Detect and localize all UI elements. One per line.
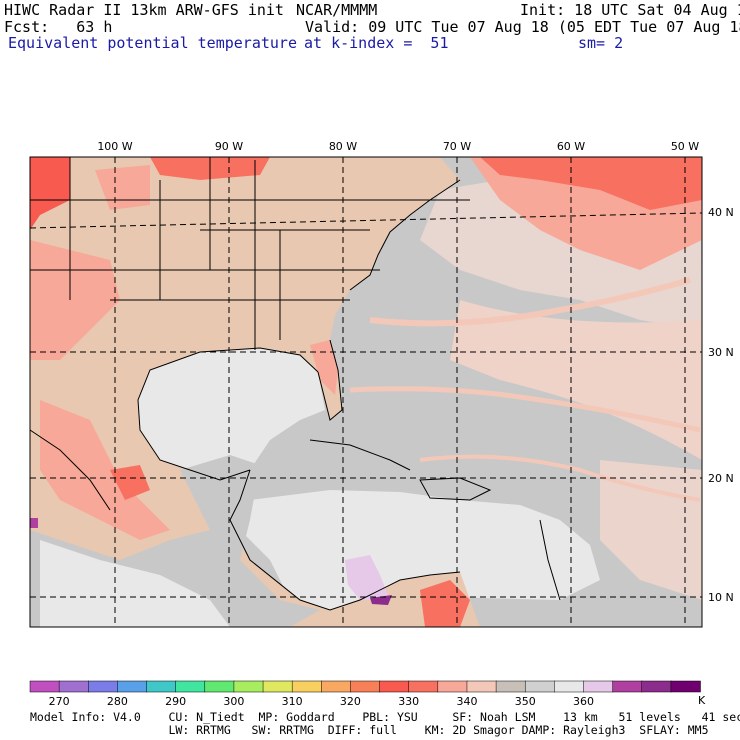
colorbar-swatch (554, 680, 585, 693)
midwest-salmon (95, 165, 150, 210)
colorbar-tick-label: 350 (515, 695, 536, 708)
model-info-line1: Model Info: V4.0 CU: N_Tiedt MP: Goddard… (30, 710, 740, 724)
colorbar-swatch (612, 680, 643, 693)
colorbar-swatch (524, 680, 556, 693)
model-info-line2: LW: RRTMG SW: RRTMG DIFF: full KM: 2D Sm… (30, 723, 709, 737)
smoothing: sm= 2 (578, 34, 624, 52)
colorbar-swatch (29, 680, 60, 693)
florida-salmon (310, 340, 338, 395)
model-title: HIWC Radar II 13km ARW-GFS init (4, 1, 284, 19)
colorbar-tick-label: 330 (398, 695, 419, 708)
colorbar-tick-label: 320 (340, 695, 361, 708)
colorbar-swatch (58, 680, 90, 693)
colorbar-swatch (175, 680, 206, 693)
colorbar-tick-label: 310 (282, 695, 303, 708)
colorbar-swatch (495, 680, 526, 693)
colorbar-ticks: 270 280 290 300 310 320 330 340 350 360 (49, 695, 594, 708)
atlantic-streak-1 (369, 277, 691, 327)
colorbar-swatch (641, 680, 672, 693)
mexico-red (110, 465, 150, 500)
lon-label: 50 W (671, 140, 699, 153)
colorbar-tick-label: 340 (456, 695, 477, 708)
lon-label: 100 W (97, 140, 132, 153)
west-purple-spot (30, 518, 38, 528)
source-label: NCAR/MMMM (296, 1, 378, 19)
caribbean-light-region (240, 490, 600, 610)
colorbar-swatch (146, 680, 177, 693)
forecast-hour: Fcst: 63 h (4, 18, 113, 36)
lon-label: 90 W (215, 140, 243, 153)
valid-time: Valid: 09 UTC Tue 07 Aug 18 (05 EDT Tue … (305, 18, 740, 36)
colorbar-swatch (583, 680, 614, 693)
colorbar-swatch (379, 680, 410, 693)
colorbar-swatch (437, 680, 468, 693)
land-light-south (40, 540, 230, 627)
colorbar-swatch (262, 680, 293, 693)
colorbar-swatch (408, 680, 439, 693)
colorbar-swatch (204, 680, 235, 693)
colorbar-swatch (466, 680, 497, 693)
colorbar (29, 680, 701, 693)
atlantic-peach-swirl (450, 300, 702, 460)
lon-label: 60 W (557, 140, 585, 153)
colorbar-tick-label: 290 (165, 695, 186, 708)
colorbar-swatch (233, 680, 264, 693)
level-index: at k-index = 51 (304, 34, 449, 52)
lat-lon-grid (29, 157, 703, 627)
atlantic-streak-3 (419, 454, 701, 502)
mexico-salmon (40, 400, 170, 540)
north-atlantic-red (480, 157, 702, 210)
colorbar-swatch (291, 680, 323, 693)
lat-label: 10 N (708, 591, 734, 604)
lat-label: 40 N (708, 206, 734, 219)
gulf-light-region (138, 348, 325, 480)
map-frame (29, 156, 703, 628)
colorbar-tick-label: 270 (49, 695, 70, 708)
init-time: Init: 18 UTC Sat 04 Aug 18 (520, 1, 740, 19)
field-name: Equivalent potential temperature (8, 34, 297, 52)
colorbar-tick-label: 360 (573, 695, 594, 708)
northwest-red (30, 157, 70, 230)
coastlines (29, 157, 561, 611)
colorbar-swatch (350, 680, 381, 693)
atlantic-streak-2 (349, 386, 701, 433)
south-america-purple (345, 555, 390, 600)
lat-label: 30 N (708, 346, 734, 359)
colorbar-tick-label: 280 (107, 695, 128, 708)
colorbar-unit: K (698, 694, 706, 707)
colorbar-swatch (670, 680, 701, 693)
colorbar-swatch (321, 680, 352, 693)
lon-label: 80 W (329, 140, 357, 153)
lon-label: 70 W (443, 140, 471, 153)
colorbar-swatch (117, 680, 148, 693)
colorbar-swatch (88, 680, 119, 693)
lat-label: 20 N (708, 472, 734, 485)
colorbar-tick-label: 300 (223, 695, 244, 708)
